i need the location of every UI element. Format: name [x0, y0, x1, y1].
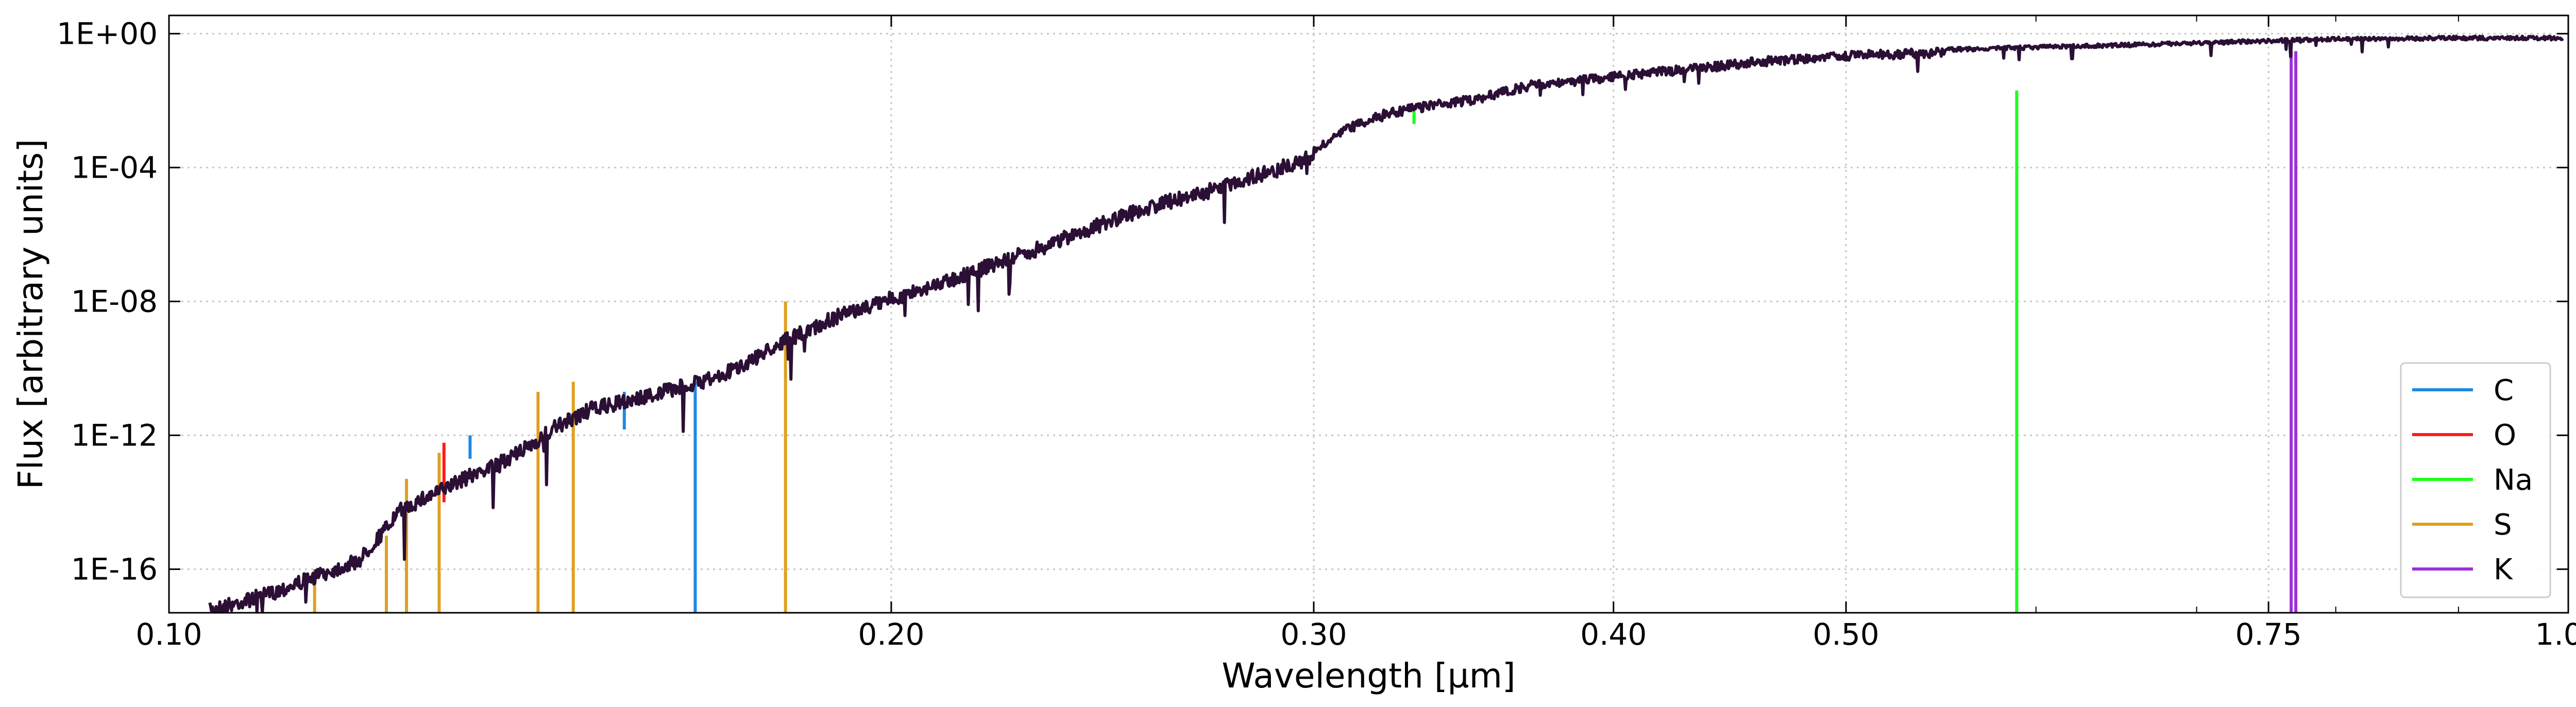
x-tick-label: 0.50 [1813, 617, 1879, 652]
legend-label-c: C [2494, 374, 2514, 407]
x-tick-label: 0.20 [858, 617, 924, 652]
spectrum-line [208, 35, 2564, 614]
plot-frame [168, 14, 2569, 614]
axis-ticks: 0.10 0.20 0.30 0.40 0.50 0.75 1.00 1E-16 1E-12 1E… [57, 15, 2576, 652]
x-axis-title: Wavelength [µm] [1222, 656, 1515, 696]
legend-box [2400, 362, 2551, 598]
legend-label-s: S [2494, 508, 2512, 542]
y-tick-label: 1E-12 [71, 418, 158, 453]
y-tick-label: 1E-04 [71, 150, 158, 185]
grid-lines [168, 15, 2569, 613]
x-tick-label: 0.40 [1580, 617, 1647, 652]
x-tick-label: 1.00 [2535, 617, 2576, 652]
y-tick-label: 1E-08 [71, 284, 158, 319]
legend-label-na: Na [2494, 463, 2533, 497]
y-tick-label: 1E-16 [71, 551, 158, 587]
legend-label-o: O [2494, 419, 2516, 452]
x-tick-label: 0.75 [2235, 617, 2302, 652]
legend: CO Na SK [2400, 362, 2551, 598]
x-tick-label: 0.30 [1280, 617, 1347, 652]
x-tick-label: 0.10 [135, 617, 202, 652]
element-lines [313, 51, 2298, 613]
legend-label-k: K [2494, 553, 2513, 587]
y-axis-title: Flux [arbitrary units] [11, 139, 50, 489]
y-tick-label: 1E+00 [57, 16, 158, 51]
